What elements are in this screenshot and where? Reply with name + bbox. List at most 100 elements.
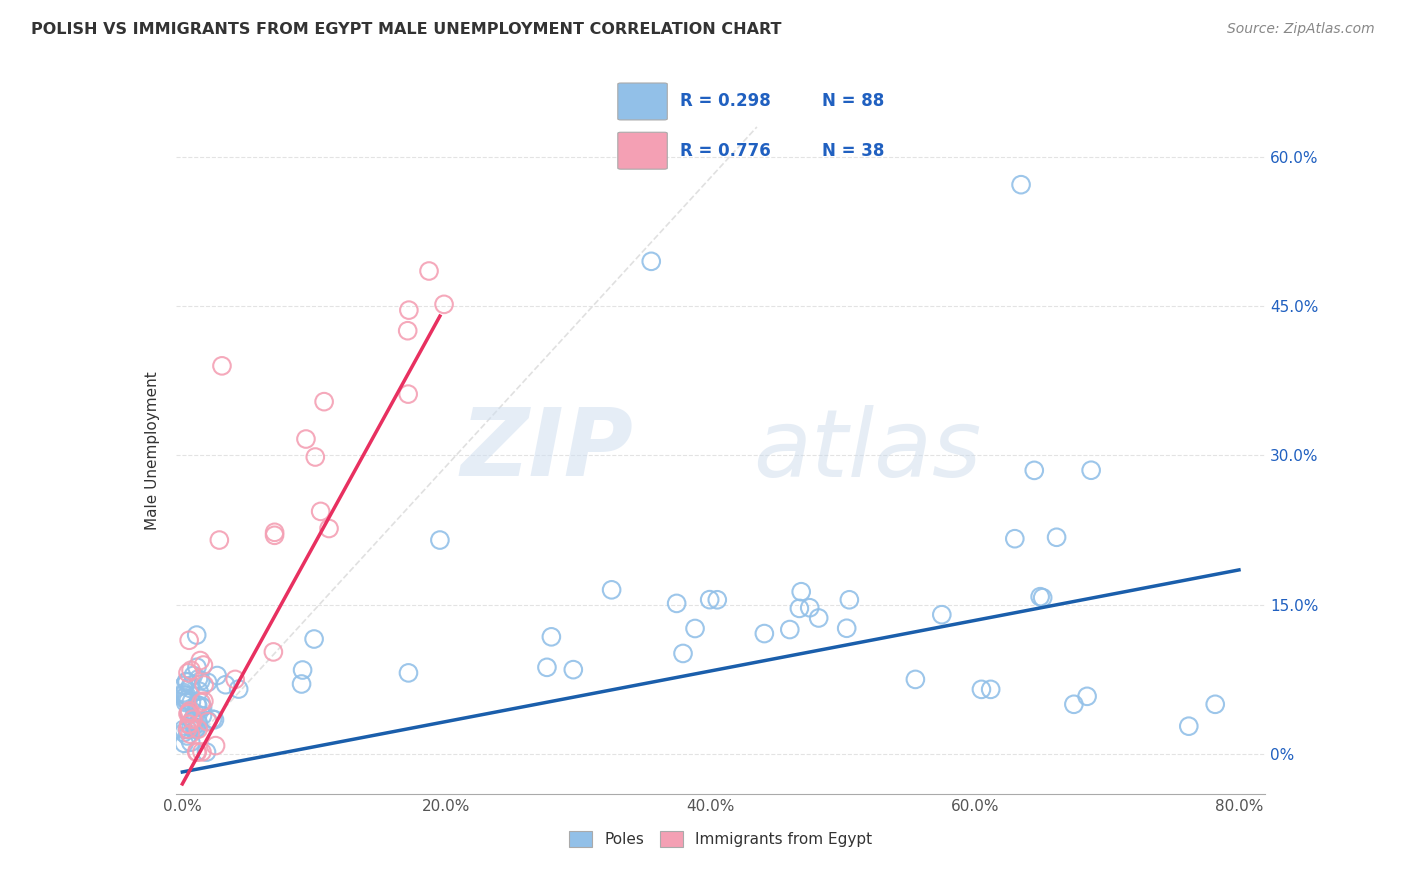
Point	[398, 665, 420, 680]
Point	[302, 632, 325, 646]
Point	[187, 716, 209, 731]
Point	[173, 688, 195, 702]
Point	[433, 297, 456, 311]
Point	[176, 722, 198, 736]
Point	[295, 432, 318, 446]
Text: Source: ZipAtlas.com: Source: ZipAtlas.com	[1227, 22, 1375, 37]
Text: N = 88: N = 88	[823, 93, 884, 111]
Point	[177, 717, 200, 731]
Point	[188, 654, 211, 668]
Point	[1004, 532, 1026, 546]
Point	[665, 596, 688, 610]
Point	[177, 665, 200, 680]
Y-axis label: Male Unemployment: Male Unemployment	[145, 371, 160, 530]
Point	[173, 679, 195, 693]
Point	[177, 695, 200, 709]
Point	[211, 359, 233, 373]
Point	[1204, 698, 1226, 712]
Text: R = 0.776: R = 0.776	[679, 142, 770, 160]
Point	[263, 528, 285, 542]
Point	[183, 668, 205, 682]
Point	[186, 660, 208, 674]
Point	[179, 681, 201, 696]
Point	[177, 717, 200, 731]
Point	[1032, 591, 1054, 605]
Point	[176, 729, 198, 743]
Point	[190, 673, 212, 688]
Point	[540, 630, 562, 644]
Point	[179, 704, 201, 718]
Point	[779, 623, 801, 637]
Point	[181, 712, 204, 726]
Point	[214, 678, 236, 692]
Point	[177, 705, 200, 719]
Point	[398, 303, 420, 318]
Point	[173, 723, 195, 737]
Point	[191, 745, 214, 759]
Point	[562, 663, 585, 677]
Point	[290, 677, 312, 691]
FancyBboxPatch shape	[617, 132, 668, 169]
Point	[190, 699, 212, 714]
Point	[180, 735, 202, 749]
Point	[179, 633, 201, 648]
Point	[201, 712, 224, 726]
Point	[396, 387, 419, 401]
Point	[186, 698, 208, 712]
Point	[187, 672, 209, 686]
Point	[187, 722, 209, 736]
Point	[931, 607, 953, 622]
Point	[1010, 178, 1032, 192]
Point	[699, 592, 721, 607]
Point	[186, 745, 208, 759]
Point	[309, 504, 332, 518]
Point	[263, 525, 285, 540]
Point	[186, 745, 208, 759]
Point	[228, 682, 250, 697]
Point	[193, 678, 215, 692]
Point	[186, 628, 208, 642]
Point	[980, 682, 1002, 697]
Point	[197, 714, 219, 729]
Point	[838, 592, 860, 607]
Point	[314, 394, 336, 409]
Point	[173, 690, 195, 705]
Point	[291, 663, 314, 677]
Text: R = 0.298: R = 0.298	[679, 93, 770, 111]
Point	[197, 675, 219, 690]
Point	[191, 708, 214, 723]
Point	[1063, 698, 1085, 712]
Point	[835, 621, 858, 635]
Point	[799, 600, 821, 615]
Point	[187, 684, 209, 698]
Point	[180, 695, 202, 709]
Point	[304, 450, 326, 464]
Point	[672, 647, 695, 661]
Point	[195, 745, 218, 759]
Point	[396, 324, 419, 338]
Point	[683, 622, 706, 636]
Point	[174, 696, 197, 710]
Point	[177, 706, 200, 721]
Point	[1076, 690, 1098, 704]
Point	[208, 533, 231, 547]
Point	[180, 663, 202, 677]
Point	[754, 626, 776, 640]
Point	[177, 706, 200, 720]
Point	[197, 714, 219, 728]
Text: ZIP: ZIP	[461, 404, 633, 497]
Point	[173, 686, 195, 700]
Point	[173, 736, 195, 750]
Point	[181, 714, 204, 728]
Point	[205, 668, 228, 682]
Text: N = 38: N = 38	[823, 142, 884, 160]
Text: atlas: atlas	[754, 405, 981, 496]
Point	[184, 706, 207, 720]
Point	[184, 723, 207, 737]
Point	[1024, 463, 1046, 477]
Point	[807, 611, 830, 625]
Point	[1045, 530, 1067, 544]
Point	[186, 721, 208, 735]
Point	[640, 254, 662, 268]
Point	[706, 592, 728, 607]
